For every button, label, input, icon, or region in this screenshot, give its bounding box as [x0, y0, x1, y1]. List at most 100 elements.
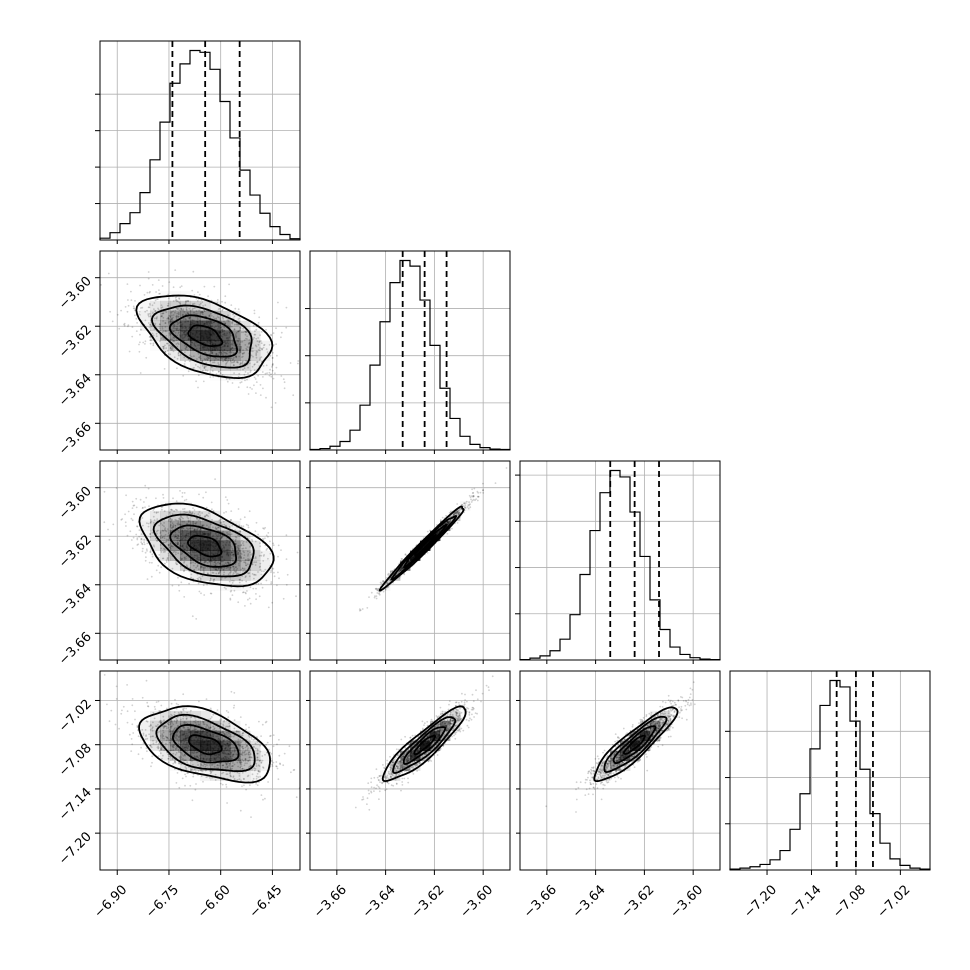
scatter-point: [280, 331, 283, 334]
scatter-point: [157, 723, 159, 726]
scatter-point: [220, 567, 223, 570]
scatter-point: [171, 584, 174, 587]
scatter-point: [151, 553, 154, 556]
scatter-point: [146, 542, 149, 545]
scatter-point: [233, 328, 236, 331]
scatter-point: [234, 538, 237, 541]
scatter-point: [282, 378, 285, 381]
scatter-point: [388, 579, 390, 582]
scatter-point: [163, 346, 165, 348]
scatter-point: [171, 513, 174, 515]
scatter-point: [263, 528, 265, 530]
scatter-point: [170, 727, 172, 729]
scatter-point: [151, 761, 153, 764]
scatter-point: [210, 315, 213, 317]
scatter-point: [248, 572, 251, 574]
scatter-point: [253, 312, 256, 315]
scatter-point: [211, 352, 214, 355]
scatter-point: [203, 366, 206, 368]
scatter-point: [165, 742, 167, 745]
scatter-point: [242, 355, 244, 358]
scatter-point: [185, 564, 188, 567]
scatter-point: [161, 736, 164, 738]
scatter-point: [169, 546, 172, 549]
density-cell: [180, 530, 191, 541]
scatter-point: [456, 511, 458, 514]
scatter-point: [138, 535, 141, 538]
scatter-point: [238, 581, 241, 584]
scatter-point: [254, 556, 257, 558]
scatter-point: [185, 557, 187, 560]
scatter-point: [269, 354, 272, 357]
scatter-point: [148, 291, 151, 294]
scatter-point: [218, 519, 221, 522]
scatter-point: [304, 574, 306, 576]
scatter-point: [184, 511, 187, 514]
scatter-point: [245, 541, 248, 543]
scatter-point: [159, 532, 162, 535]
scatter-point: [273, 571, 275, 574]
scatter-point: [245, 575, 247, 578]
scatter-point: [200, 566, 203, 568]
scatter-point: [127, 304, 130, 307]
scatter-point: [227, 563, 230, 565]
scatter-point: [148, 336, 151, 338]
scatter-point: [176, 334, 179, 337]
scatter-point: [276, 354, 278, 357]
scatter-point: [172, 523, 175, 526]
scatter-point: [259, 394, 262, 396]
scatter-point: [148, 312, 151, 315]
scatter-point: [147, 313, 150, 315]
scatter-point: [167, 554, 170, 557]
scatter-point: [116, 313, 119, 316]
scatter-point: [195, 521, 198, 524]
scatter-point: [243, 764, 246, 767]
scatter-point: [221, 535, 224, 537]
scatter-point: [399, 570, 402, 572]
scatter-point: [232, 565, 235, 568]
scatter-point: [260, 340, 262, 342]
scatter-point: [172, 300, 175, 302]
scatter-point: [152, 344, 155, 347]
scatter-point: [172, 316, 174, 319]
scatter-point: [220, 536, 223, 539]
scatter-point: [183, 570, 185, 573]
scatter-point: [217, 308, 220, 310]
scatter-point: [164, 534, 167, 536]
scatter-point: [151, 531, 154, 534]
scatter-point: [159, 720, 161, 722]
scatter-point: [192, 522, 195, 525]
scatter-point: [160, 722, 162, 725]
scatter-point: [246, 386, 249, 389]
scatter-point: [305, 776, 307, 778]
scatter-point: [127, 325, 129, 328]
scatter-point: [254, 564, 257, 566]
scatter-point: [267, 536, 269, 538]
scatter-point: [167, 317, 170, 319]
scatter-point: [256, 756, 259, 759]
scatter-point: [188, 317, 191, 319]
scatter-point: [247, 342, 250, 345]
scatter-point: [239, 762, 242, 765]
scatter-point: [400, 557, 403, 560]
scatter-point: [154, 322, 157, 325]
scatter-point: [150, 575, 153, 578]
scatter-point: [251, 350, 254, 353]
scatter-point: [184, 722, 186, 725]
scatter-point: [179, 286, 182, 289]
scatter-point: [401, 567, 404, 569]
scatter-point: [192, 775, 195, 778]
scatter-point: [226, 380, 229, 383]
scatter-point: [239, 766, 242, 769]
scatter-point: [260, 331, 263, 333]
scatter-point: [386, 581, 388, 584]
scatter-point: [188, 318, 191, 320]
scatter-point: [149, 339, 152, 342]
scatter-point: [134, 710, 136, 713]
scatter-point: [157, 279, 160, 281]
scatter-point: [399, 570, 402, 572]
scatter-point: [158, 323, 161, 325]
scatter-point: [269, 368, 271, 371]
scatter-point: [378, 592, 381, 594]
scatter-point: [140, 328, 142, 331]
